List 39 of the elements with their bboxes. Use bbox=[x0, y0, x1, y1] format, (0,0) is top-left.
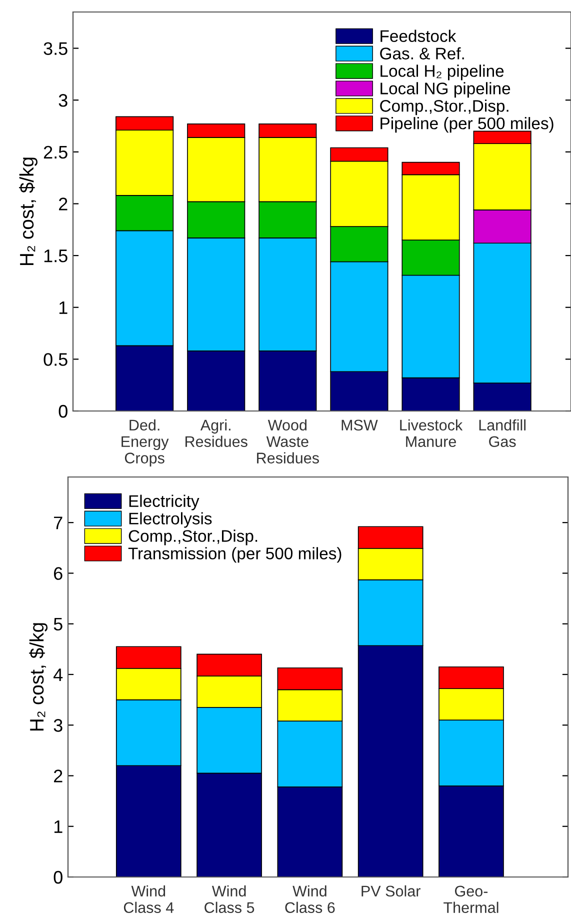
y-tick-label: 6 bbox=[54, 567, 62, 580]
y-tick-label: 4 bbox=[54, 668, 63, 682]
x-tick-label: Livestock Manure bbox=[400, 419, 463, 448]
x-tick-label: Ded. Energy Crops bbox=[122, 419, 169, 466]
x-tick-label: Wind Class 4 bbox=[124, 885, 174, 914]
y-tick-label: 7 bbox=[54, 516, 62, 530]
y-axis-title: H₂ cost, $/kg bbox=[29, 623, 48, 731]
legend-label: Comp.,Stor.,Disp. bbox=[380, 100, 508, 116]
legend-label: Gas. & Ref. bbox=[380, 47, 464, 60]
legend-label: Electricity bbox=[129, 494, 200, 510]
legend-label: Comp.,Stor.,Disp. bbox=[128, 530, 258, 546]
y-tick-label: 0 bbox=[54, 870, 62, 884]
y-tick-label: 2 bbox=[54, 770, 62, 782]
x-tick-label: Landfill Gas bbox=[479, 419, 526, 448]
y-tick-label: 0 bbox=[58, 404, 68, 418]
legend-label: Local H₂ pipeline bbox=[380, 64, 504, 80]
y-tick-label: 1 bbox=[54, 820, 62, 833]
y-axis-title: H₂ cost, $/kg bbox=[19, 158, 38, 266]
y-tick-label: 3.5 bbox=[44, 42, 68, 55]
y-tick-label: 2 bbox=[59, 198, 68, 210]
legend-label: Electrolysis bbox=[129, 512, 212, 528]
y-tick-label: 1 bbox=[59, 301, 68, 314]
x-tick-label: Geo- Thermal bbox=[444, 886, 498, 914]
x-tick-label: MSW bbox=[342, 420, 378, 431]
y-tick-label: 5 bbox=[54, 618, 62, 631]
legend-label: Feedstock bbox=[380, 30, 456, 42]
y-tick-label: 0.5 bbox=[44, 353, 68, 366]
legend-label: Transmission (per 500 miles) bbox=[128, 547, 342, 563]
x-tick-label: PV Solar bbox=[362, 885, 420, 897]
y-tick-label: 2.5 bbox=[44, 146, 68, 159]
x-tick-label: Wind Class 5 bbox=[204, 885, 254, 914]
x-tick-label: Agri. Residues bbox=[186, 419, 248, 448]
y-tick-label: 1.5 bbox=[44, 250, 68, 262]
legend-label: Pipeline (per 500 miles) bbox=[380, 117, 554, 133]
y-tick-label: 3 bbox=[58, 94, 68, 107]
x-tick-label: Wood Waste Residues bbox=[257, 419, 319, 464]
x-tick-label: Wind Class 6 bbox=[285, 885, 335, 914]
y-tick-label: 3 bbox=[54, 719, 62, 732]
legend-label: Local NG pipeline bbox=[380, 82, 510, 98]
